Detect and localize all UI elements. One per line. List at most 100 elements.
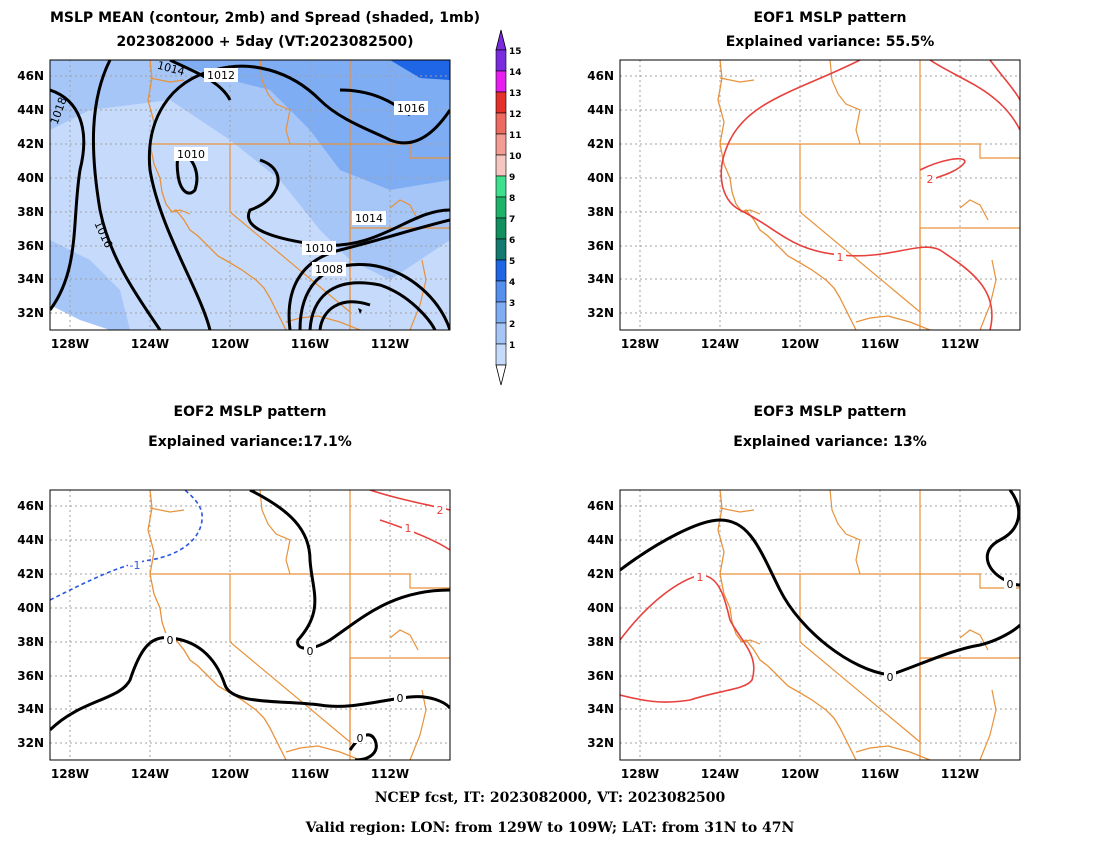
lat-34n: 34N [587,702,614,716]
lat-44n: 44N [587,103,614,117]
lat-32n: 32N [17,736,44,750]
panel2-title: EOF1 MSLP pattern [753,10,907,26]
colorbar-swatch-7 [495,217,507,240]
footer-forecast-info: NCEP fcst, IT: 2023082000, VT: 202308250… [374,790,726,806]
panel1-map [50,60,450,330]
lon-120w: 120W [211,767,249,781]
lat-46n: 46N [17,69,44,83]
lat-42n: 42N [587,137,614,151]
lat-44n: 44N [17,533,44,547]
eof2-label-0a: 0 [167,634,174,647]
lat-40n: 40N [17,171,44,185]
lat-38n: 38N [17,205,44,219]
lon-120w: 120W [781,767,819,781]
colorbar-label-11: 11 [509,131,522,141]
eof3-label-1: 1 [697,571,704,584]
panel1-frame [49,59,451,331]
panel3-frame [49,489,451,761]
lat-46n: 46N [587,499,614,513]
eof1-label-1: 1 [837,251,844,264]
lon-112w: 112W [371,767,409,781]
panel2-subtitle: Explained variance: 55.5% [725,34,935,50]
colorbar: 15 14 13 12 11 10 9 8 7 6 5 4 3 2 1 [495,29,522,386]
colorbar-swatch-1 [495,343,507,366]
lon-128w: 128W [621,337,659,351]
colorbar-swatch-11 [495,133,507,156]
panel1-lon-labels: 128W 124W 120W 116W 112W [51,337,409,351]
colorbar-swatch-2 [495,322,507,345]
lat-34n: 34N [17,702,44,716]
lat-38n: 38N [17,635,44,649]
panel2-map [620,60,1020,330]
panel4-subtitle: Explained variance: 13% [733,434,927,450]
lat-42n: 42N [587,567,614,581]
lon-116w: 116W [291,767,329,781]
eof2-label-neg1: -1 [130,559,141,572]
lat-36n: 36N [587,239,614,253]
lat-42n: 42N [17,137,44,151]
colorbar-swatch-15 [495,49,507,72]
colorbar-top-arrow [495,29,507,51]
colorbar-label-7: 7 [509,215,515,225]
eof2-label-0b: 0 [307,645,314,658]
panel2-lat-labels: 46N 44N 42N 40N 38N 36N 34N 32N [587,69,614,320]
colorbar-label-10: 10 [509,152,522,162]
lon-120w: 120W [781,337,819,351]
axis-labels: 46N 44N 42N 40N 38N 36N 34N 32N 128W 124… [17,69,979,781]
lat-32n: 32N [17,306,44,320]
lon-112w: 112W [941,337,979,351]
colorbar-swatch-9 [495,175,507,198]
contour-label-1014b: 1014 [355,212,383,225]
lon-116w: 116W [861,337,899,351]
eof2-label-0c: 0 [397,692,404,705]
colorbar-label-2: 2 [509,320,515,330]
panel3-contour-labels: -1 1 2 0 0 0 0 [128,503,446,745]
panel4-contour-labels: 1 0 0 [694,570,1016,684]
lon-128w: 128W [51,337,89,351]
panel2-lon-labels: 128W 124W 120W 116W 112W [621,337,979,351]
lat-46n: 46N [587,69,614,83]
panel3-lat-labels: 46N 44N 42N 40N 38N 36N 34N 32N [17,499,44,750]
panel4-lat-labels: 46N 44N 42N 40N 38N 36N 34N 32N [587,499,614,750]
colorbar-swatch-14 [495,70,507,93]
colorbar-label-9: 9 [509,173,515,183]
panel1-title: MSLP MEAN (contour, 2mb) and Spread (sha… [50,10,480,26]
lon-112w: 112W [371,337,409,351]
colorbar-swatch-3 [495,301,507,324]
colorbar-swatch-6 [495,238,507,261]
colorbar-label-1: 1 [509,341,515,351]
panel1-lat-labels: 46N 44N 42N 40N 38N 36N 34N 32N [17,69,44,320]
lon-120w: 120W [211,337,249,351]
contour-label-1016b: 1016 [397,102,425,115]
eof1-label-2: 2 [927,173,934,186]
footer-valid-region: Valid region: LON: from 129W to 109W; LA… [305,820,795,836]
panel3-title: EOF2 MSLP pattern [173,404,327,420]
colorbar-label-12: 12 [509,110,522,120]
lon-112w: 112W [941,767,979,781]
lon-124w: 124W [701,337,739,351]
colorbar-label-14: 14 [509,68,522,78]
colorbar-label-5: 5 [509,257,515,267]
lat-36n: 36N [17,669,44,683]
colorbar-swatch-5 [495,259,507,282]
lat-44n: 44N [17,103,44,117]
lon-124w: 124W [701,767,739,781]
lat-34n: 34N [587,272,614,286]
lat-34n: 34N [17,272,44,286]
contour-label-1010b: 1010 [305,242,333,255]
lat-36n: 36N [587,669,614,683]
colorbar-swatch-8 [495,196,507,219]
panel4-map [620,490,1020,760]
lat-42n: 42N [17,567,44,581]
colorbar-bottom-arrow [495,364,507,386]
lat-44n: 44N [587,533,614,547]
panel2-frame [619,59,1021,331]
lon-124w: 124W [131,767,169,781]
colorbar-swatch-4 [495,280,507,303]
panel4-title: EOF3 MSLP pattern [753,404,907,420]
colorbar-swatch-10 [495,154,507,177]
lon-116w: 116W [861,767,899,781]
lat-32n: 32N [587,306,614,320]
panel3-subtitle: Explained variance:17.1% [148,434,352,450]
